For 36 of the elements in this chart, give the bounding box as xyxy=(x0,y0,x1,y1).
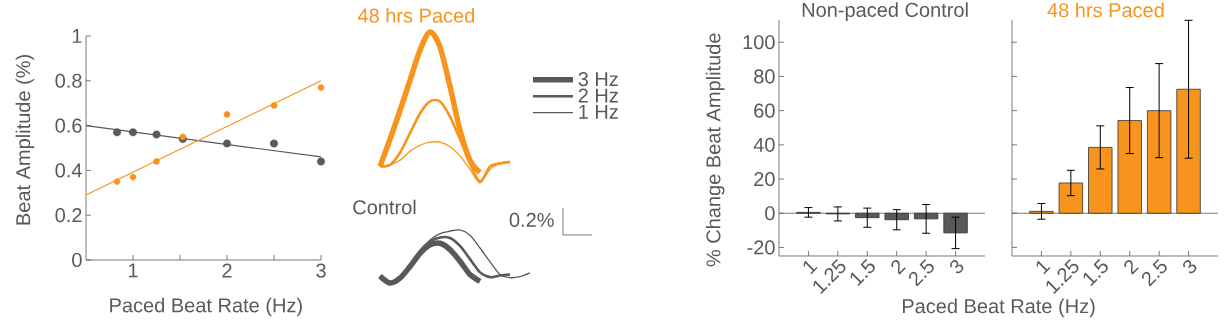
y-tick-label: 0.8 xyxy=(55,73,82,88)
y-tick-label: 20 xyxy=(754,171,775,187)
x-axis-title: Paced Beat Rate (Hz) xyxy=(902,298,1095,318)
chart-title: Control xyxy=(353,199,416,215)
y-tick-label: 60 xyxy=(754,103,775,118)
y-tick-label: 1 xyxy=(72,29,82,43)
x-tick-label: 3 xyxy=(316,263,326,278)
y-tick-label: 40 xyxy=(753,137,775,152)
x-tick-label: 3 xyxy=(950,260,964,274)
legend-label: 2 Hz xyxy=(578,88,618,103)
y-tick-label: 80 xyxy=(754,69,775,84)
y-tick-label: 0.2 xyxy=(55,208,82,223)
y-tick-label: 100 xyxy=(743,35,775,50)
x-axis-title: Paced Beat Rate (Hz) xyxy=(110,297,302,317)
y-tick-label: 0.6 xyxy=(55,118,82,133)
x-tick-label: 2 xyxy=(891,260,906,275)
x-tick-label: 2.5 xyxy=(908,258,934,287)
legend-label: 1 Hz xyxy=(579,104,618,119)
x-tick-label: 2.5 xyxy=(1141,258,1167,287)
x-tick-label: 1.5 xyxy=(850,258,875,286)
x-tick-label: 1.5 xyxy=(1083,258,1108,286)
x-tick-label: 2 xyxy=(222,263,232,278)
x-tick-label: 3 xyxy=(1183,260,1197,274)
y-axis-title: % Change Beat Amplitude xyxy=(705,33,725,267)
chart-title: 48 hrs Paced xyxy=(1047,2,1164,18)
text: 0.2% xyxy=(509,212,554,227)
chart-title: 48 hrs Paced xyxy=(357,8,475,23)
y-tick-label: 0 xyxy=(765,206,775,221)
x-tick-label: 1 xyxy=(128,263,138,278)
x-tick-label: 2 xyxy=(1124,260,1139,275)
chart-title: Non-paced Control xyxy=(802,2,968,21)
y-tick-label: 0.4 xyxy=(55,163,82,178)
y-tick-label: -20 xyxy=(747,240,775,255)
y-tick-label: 0 xyxy=(72,252,82,268)
legend-label: 3 Hz xyxy=(578,72,618,87)
y-axis-title: Beat Amplitude (%) xyxy=(15,55,35,225)
